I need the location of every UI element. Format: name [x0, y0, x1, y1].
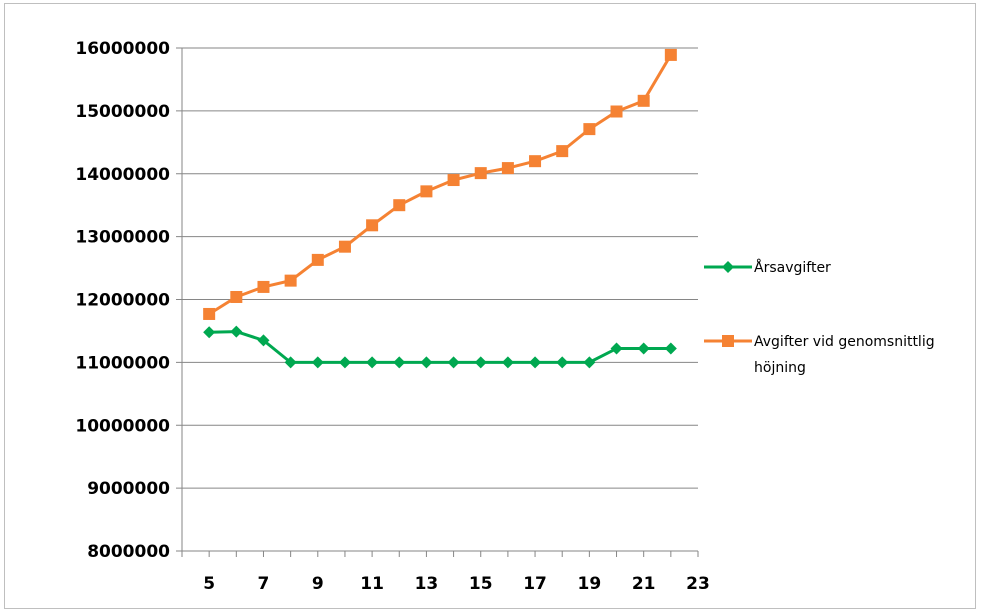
y-tick-label: 11000000 [75, 353, 170, 373]
data-point-square [447, 174, 460, 187]
data-point-diamond [501, 356, 514, 369]
data-point-square [556, 145, 569, 158]
data-point-square [501, 162, 514, 175]
data-point-diamond [284, 356, 297, 369]
data-point-square [257, 280, 270, 293]
data-point-square [366, 219, 379, 232]
data-point-square [203, 307, 216, 320]
legend: Årsavgifter Avgifter vid genomsnittlig höj… [704, 259, 935, 376]
data-point-diamond [311, 356, 324, 369]
data-point-diamond [338, 356, 351, 369]
x-tick-label: 11 [360, 574, 384, 594]
data-point-square [338, 240, 351, 253]
y-tick-label: 14000000 [75, 165, 170, 185]
legend-label: Avgifter vid genomsnittlig [754, 334, 935, 350]
data-point-diamond [393, 356, 406, 369]
data-point-diamond [366, 356, 379, 369]
data-point-diamond [230, 325, 243, 338]
data-point-diamond [610, 342, 623, 355]
data-point-diamond [257, 334, 270, 347]
data-point-square [230, 290, 243, 303]
y-tick-label: 10000000 [75, 416, 170, 436]
series [203, 48, 677, 369]
data-point-diamond [664, 342, 677, 355]
x-tick-label: 19 [578, 574, 602, 594]
data-point-square [637, 94, 650, 107]
x-tick-label: 21 [632, 574, 656, 594]
x-tick-label: 17 [523, 574, 547, 594]
data-point-square [610, 105, 623, 118]
data-point-square [393, 199, 406, 212]
data-point-square [474, 167, 487, 180]
data-point-diamond [529, 356, 542, 369]
y-tick-label: 13000000 [75, 228, 170, 248]
legend-marker-square [722, 335, 734, 347]
data-point-diamond [203, 326, 216, 339]
legend-label: höjning [754, 360, 806, 376]
y-tick-label: 12000000 [75, 291, 170, 311]
data-point-diamond [637, 342, 650, 355]
x-tick-label: 23 [686, 574, 710, 594]
y-tick-label: 15000000 [75, 102, 170, 122]
data-point-diamond [583, 356, 596, 369]
series-line-0 [209, 330, 671, 364]
x-tick-label: 7 [258, 574, 270, 594]
data-point-square [420, 185, 433, 198]
axes [176, 47, 699, 557]
y-tick-label: 16000000 [75, 39, 170, 59]
data-point-diamond [556, 356, 569, 369]
data-point-square [529, 155, 542, 168]
data-point-diamond [420, 356, 433, 369]
data-point-square [284, 274, 297, 287]
chart-frame [4, 3, 976, 609]
y-tick-label: 8000000 [87, 542, 170, 562]
x-tick-label: 15 [469, 574, 493, 594]
data-point-square [664, 48, 677, 61]
legend-label: Årsavgifter [754, 259, 831, 276]
y-tick-label: 9000000 [87, 479, 170, 499]
x-tick-label: 5 [203, 574, 215, 594]
y-tick-labels: 8000000 9000000 10000000 11000000 12000000 13… [75, 39, 170, 562]
legend-marker-diamond [722, 261, 734, 273]
data-point-diamond [447, 356, 460, 369]
data-point-diamond [474, 356, 487, 369]
x-tick-label: 9 [312, 574, 324, 594]
data-point-square [311, 253, 324, 266]
series-line-1 [208, 54, 673, 316]
data-point-square [583, 123, 596, 136]
x-tick-labels: 5 7 9 11 13 15 17 19 21 23 [203, 574, 710, 594]
x-tick-label: 13 [415, 574, 439, 594]
